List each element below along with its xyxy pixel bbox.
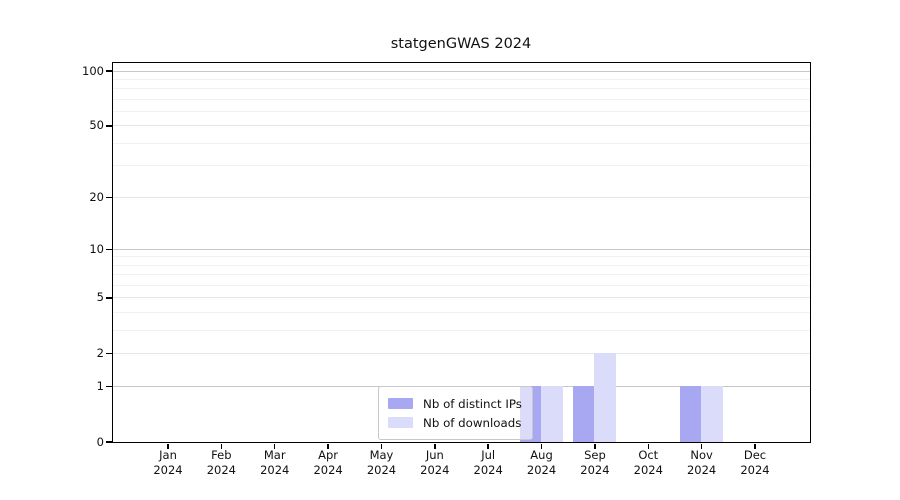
major-gridline <box>112 248 810 250</box>
y-tick-label: 20 <box>89 189 104 204</box>
x-tick-year: 2024 <box>420 463 450 477</box>
x-tick-month: Mar <box>263 448 286 462</box>
legend-label-downloads: Nb of downloads <box>423 415 522 430</box>
x-tick-label: Dec 2024 <box>728 448 782 478</box>
major-gridline <box>112 70 810 72</box>
major-gridline <box>112 297 810 299</box>
x-tick-year: 2024 <box>526 463 557 477</box>
major-gridline <box>112 125 810 127</box>
x-tick <box>380 443 383 449</box>
y-tick <box>106 352 112 355</box>
y-tick <box>106 70 112 72</box>
x-tick-month: Aug <box>530 448 553 462</box>
x-tick-year: 2024 <box>686 463 717 477</box>
x-tick-year: 2024 <box>260 463 290 477</box>
x-tick-month: Dec <box>743 448 767 462</box>
x-tick <box>754 443 756 449</box>
y-tick-label: 1 <box>96 378 104 393</box>
x-tick-month: Apr <box>318 448 339 462</box>
minor-gridline <box>112 88 810 90</box>
major-gridline <box>112 196 810 198</box>
x-tick <box>274 443 276 449</box>
x-tick <box>647 443 649 449</box>
legend-swatch-distinct-ips <box>388 398 413 409</box>
minor-gridline <box>112 165 810 167</box>
x-tick-month: Nov <box>690 448 713 462</box>
x-tick <box>220 443 223 449</box>
x-tick-label: Apr 2024 <box>301 448 355 478</box>
bar-downloads-aug <box>541 385 563 442</box>
x-tick-label: Oct 2024 <box>621 448 675 478</box>
x-tick-year: 2024 <box>313 463 343 477</box>
x-tick-label: Jan 2024 <box>141 448 195 478</box>
x-tick-month: May <box>369 448 394 462</box>
x-tick-year: 2024 <box>153 463 183 477</box>
x-tick-month: Feb <box>211 448 232 462</box>
y-tick-label: 100 <box>82 63 104 78</box>
x-tick-month: Jul <box>481 448 496 462</box>
plot-area <box>111 61 811 443</box>
x-tick-label: Jun 2024 <box>408 448 462 478</box>
x-tick-year: 2024 <box>580 463 610 477</box>
y-tick <box>106 196 112 198</box>
minor-gridline <box>112 256 810 258</box>
x-tick-year: 2024 <box>366 463 397 477</box>
x-tick-label: May 2024 <box>354 448 408 478</box>
x-tick <box>700 443 703 449</box>
x-tick-month: Oct <box>638 448 659 462</box>
y-tick-label: 2 <box>96 346 104 361</box>
x-tick-month: Jun <box>425 448 444 462</box>
bar-downloads-nov <box>701 385 723 442</box>
x-tick-label: Feb 2024 <box>194 448 248 478</box>
bar-distinct-ips-sep <box>572 385 595 442</box>
x-tick-month: Jan <box>159 448 177 462</box>
x-tick-label: Mar 2024 <box>248 448 302 478</box>
y-tick-label: 10 <box>89 241 104 256</box>
x-tick-label: Jul 2024 <box>461 448 515 478</box>
minor-gridline <box>112 78 810 80</box>
minor-gridline <box>112 264 810 266</box>
x-tick <box>167 443 169 449</box>
x-tick-label: Aug 2024 <box>515 448 569 478</box>
legend-label-distinct-ips: Nb of distinct IPs <box>423 396 522 411</box>
legend-item-distinct-ips: Nb of distinct IPs <box>388 394 522 413</box>
x-tick-label: Nov 2024 <box>675 448 729 478</box>
x-tick <box>434 443 436 449</box>
major-gridline <box>112 353 810 355</box>
minor-gridline <box>112 142 810 144</box>
y-tick <box>106 125 112 127</box>
x-tick-label: Sep 2024 <box>568 448 622 478</box>
legend-swatch-downloads <box>388 417 413 428</box>
minor-gridline <box>112 312 810 314</box>
x-tick-year: 2024 <box>740 463 770 477</box>
bar-downloads-sep <box>594 353 616 442</box>
y-tick <box>106 297 112 299</box>
x-tick-month: Sep <box>584 448 606 462</box>
y-tick-label: 0 <box>96 434 104 449</box>
x-tick <box>327 443 329 449</box>
minor-gridline <box>112 111 810 113</box>
minor-gridline <box>112 285 810 287</box>
x-tick <box>540 443 543 449</box>
y-tick <box>106 385 112 387</box>
y-tick-label: 50 <box>89 118 104 133</box>
x-tick <box>487 443 489 449</box>
bar-distinct-ips-nov <box>679 385 702 442</box>
y-tick <box>106 441 112 443</box>
x-tick-year: 2024 <box>473 463 503 477</box>
x-tick-year: 2024 <box>633 463 663 477</box>
minor-gridline <box>112 274 810 276</box>
legend: Nb of distinct IPs Nb of downloads <box>378 386 533 440</box>
minor-gridline <box>112 330 810 332</box>
y-tick <box>106 248 112 250</box>
chart-title: statgenGWAS 2024 <box>390 36 532 52</box>
x-tick-year: 2024 <box>206 463 236 477</box>
y-tick-label: 5 <box>96 290 104 305</box>
x-tick <box>594 443 596 449</box>
minor-gridline <box>112 98 810 100</box>
legend-item-downloads: Nb of downloads <box>388 413 522 432</box>
